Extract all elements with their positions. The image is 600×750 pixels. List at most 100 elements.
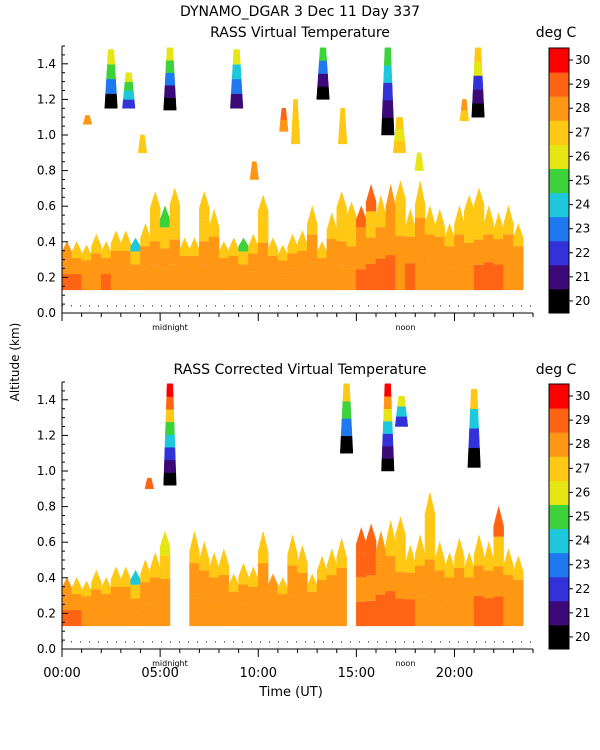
profile-cell	[228, 255, 239, 273]
profile-cell	[199, 190, 210, 217]
temperature-field	[61, 383, 524, 627]
profile-cell	[257, 563, 269, 595]
profile-cell	[365, 575, 377, 601]
spike-cell	[383, 64, 393, 83]
colorbar-unit: deg C	[536, 362, 577, 378]
profile-cell	[405, 236, 416, 264]
profile-9	[150, 190, 161, 291]
profile-cell	[257, 266, 269, 291]
spike-cell	[381, 445, 394, 459]
profile-cell	[91, 607, 102, 627]
profile-cell	[91, 233, 102, 254]
spike-cell	[471, 103, 485, 118]
spike-column-6	[392, 116, 407, 154]
colorbar-tick-label: 26	[575, 149, 590, 163]
profile-cell	[277, 577, 288, 595]
profile-cell	[513, 602, 524, 627]
profile-7	[130, 237, 141, 291]
profile-cell	[493, 212, 504, 240]
colorbar-swatch	[549, 96, 569, 121]
temperature-field	[61, 47, 524, 291]
spike-cell	[106, 63, 116, 80]
profile-cell	[483, 570, 495, 599]
profile-cell	[61, 610, 73, 627]
colorbar-tick-label: 22	[575, 582, 590, 596]
profile-17	[248, 566, 259, 627]
profile-cell	[257, 194, 269, 220]
spike-cell	[392, 140, 407, 154]
profile-cell	[307, 262, 318, 291]
spike-cell	[318, 60, 328, 74]
profile-cell	[91, 271, 102, 291]
profile-cell	[483, 234, 495, 263]
spike-cell	[232, 49, 241, 65]
profile-cell	[444, 223, 455, 247]
panel-virtual-temperature: RASS Virtual Temperature deg C 0.0 0.2 0.4…	[37, 25, 590, 332]
profile-cell	[297, 270, 308, 291]
profile-cell	[61, 577, 73, 595]
profile-37	[424, 205, 436, 291]
profile-21	[287, 535, 298, 627]
colorbar-tick-label: 28	[575, 437, 590, 451]
profile-cell	[395, 180, 406, 209]
profile-cell	[483, 598, 495, 627]
profile-cell	[454, 537, 465, 569]
profile-cell	[424, 234, 436, 263]
spike-cell	[163, 459, 177, 473]
profile-cell	[110, 566, 122, 588]
x-tick-label: 00:00	[43, 666, 80, 681]
profile-13	[208, 551, 220, 627]
spike-cell	[468, 428, 480, 449]
profile-18	[257, 531, 269, 627]
x-tick-label: 10:00	[240, 666, 277, 681]
profile-cell	[81, 244, 92, 261]
profile-22	[277, 244, 288, 291]
profile-cell	[513, 223, 524, 247]
spike-cell	[231, 63, 242, 80]
profile-cell	[189, 563, 200, 595]
profile-cell	[503, 234, 514, 263]
spike-cell	[165, 396, 174, 410]
profile-cell	[248, 233, 259, 254]
profile-cell	[130, 277, 141, 291]
colorbar-swatch	[549, 72, 569, 97]
profile-cell	[414, 181, 426, 218]
x-axis-label: Time (UT)	[258, 685, 323, 700]
profile-cell	[267, 237, 279, 256]
profile-cell	[228, 573, 239, 592]
profile-14	[218, 548, 230, 627]
profile-cell	[365, 600, 377, 627]
profile-cell	[375, 563, 387, 595]
colorbar-tick-label: 21	[575, 270, 590, 284]
profile-cell	[238, 562, 249, 585]
profile-cell	[473, 595, 485, 627]
profile-cell	[316, 602, 328, 627]
profile-3	[91, 569, 102, 627]
profile-cell	[493, 506, 504, 537]
profile-11	[189, 531, 200, 627]
profile-cell	[346, 201, 357, 225]
profile-cell	[81, 596, 92, 612]
profile-32	[405, 544, 416, 627]
spike-cell	[319, 47, 327, 61]
profile-cell	[228, 608, 239, 627]
profile-4	[100, 241, 112, 291]
colorbar: 20 21 22 23 24 25 26 27 28 29 30	[548, 383, 590, 650]
profile-cell	[307, 205, 318, 235]
profile-cell	[208, 601, 220, 627]
profile-cell	[385, 556, 396, 592]
x-tick-label: 15:00	[338, 666, 375, 681]
colorbar-swatch	[549, 528, 569, 554]
profile-cell	[424, 525, 436, 560]
colorbar-tick-label: 29	[575, 413, 590, 427]
profile-cell	[336, 190, 347, 217]
profile-cell	[150, 601, 161, 627]
spike-cell	[382, 420, 393, 434]
profile-30	[385, 520, 396, 627]
profile-cell	[385, 184, 396, 221]
profile-cell	[287, 271, 298, 291]
panel-title: RASS Virtual Temperature	[210, 25, 390, 41]
spike-cell	[82, 115, 93, 125]
profile-cell	[267, 573, 279, 592]
profile-9	[150, 551, 161, 627]
